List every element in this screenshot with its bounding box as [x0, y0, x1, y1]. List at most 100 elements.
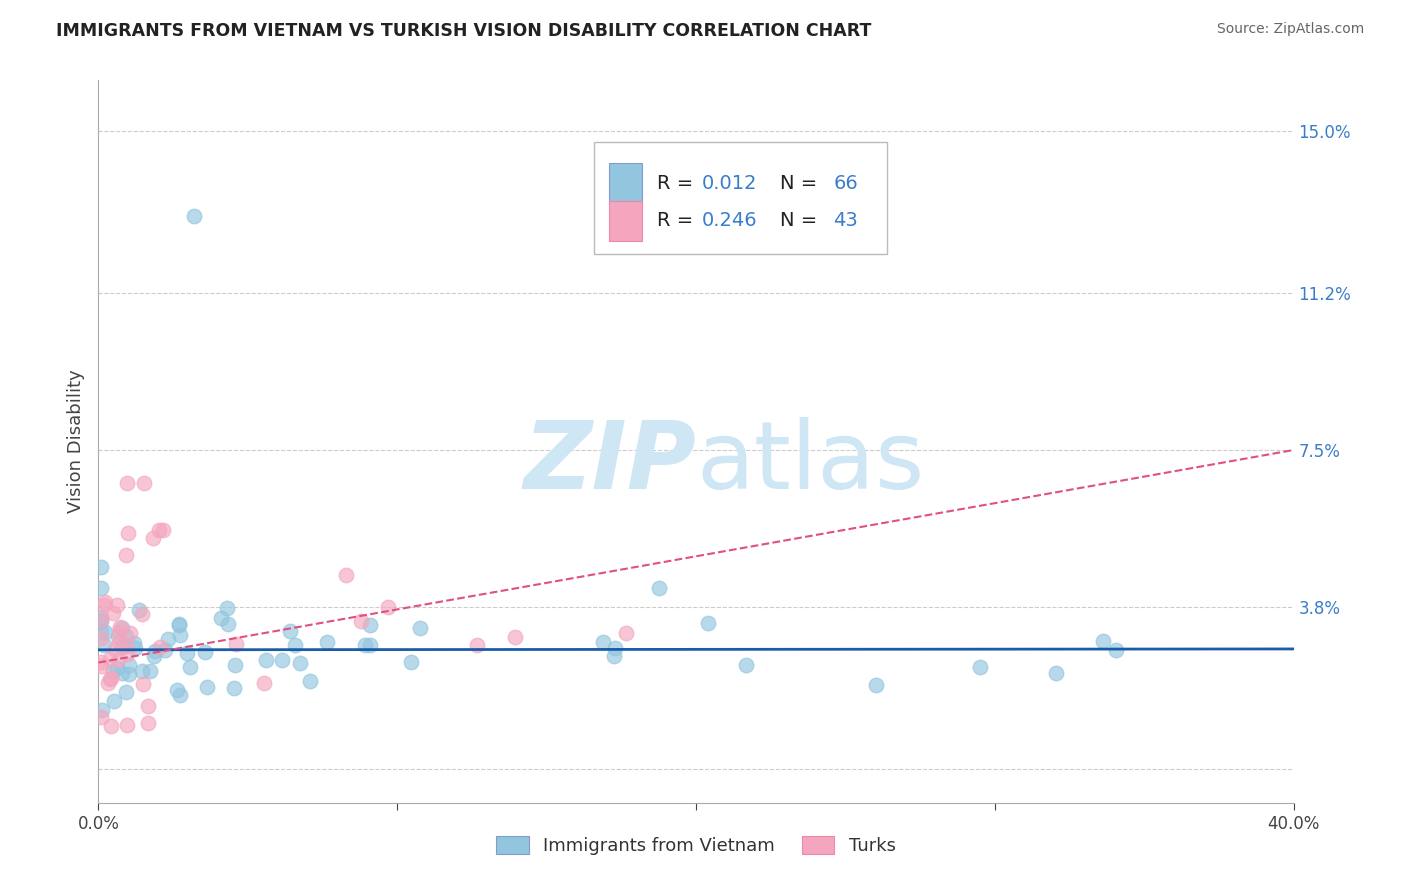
Point: [224, 657, 246, 672]
Point: [115, 548, 138, 562]
Point: [117, 526, 139, 541]
Point: [93, 625, 115, 640]
Point: [354, 638, 377, 652]
Point: [90, 613, 112, 627]
Point: [111, 665, 134, 680]
Point: [136, 699, 159, 714]
Point: [101, 606, 124, 620]
Point: [90, 710, 112, 724]
Point: [290, 656, 312, 670]
Legend: Immigrants from Vietnam, Turks: Immigrants from Vietnam, Turks: [489, 829, 903, 863]
Point: [90, 631, 112, 645]
Point: [100, 719, 122, 733]
Point: [90, 614, 112, 628]
Point: [377, 600, 399, 615]
Point: [90, 624, 112, 638]
Point: [153, 642, 176, 657]
Point: [1105, 642, 1128, 657]
Text: N =: N =: [780, 211, 823, 230]
Point: [90, 559, 112, 574]
Point: [503, 630, 526, 644]
Point: [115, 648, 138, 662]
Point: [115, 475, 138, 490]
Point: [217, 617, 239, 632]
Point: [166, 683, 188, 698]
Point: [1091, 634, 1114, 648]
Point: [91, 703, 114, 717]
Point: [90, 581, 112, 595]
Point: [132, 677, 155, 691]
Point: [131, 665, 153, 679]
Point: [107, 625, 129, 640]
Point: [111, 640, 134, 654]
Point: [120, 626, 142, 640]
Point: [149, 640, 172, 654]
Text: 43: 43: [834, 211, 858, 230]
Point: [108, 634, 131, 648]
Point: [697, 615, 720, 630]
Point: [592, 634, 614, 648]
Point: [179, 660, 201, 674]
Point: [104, 641, 127, 656]
Point: [128, 603, 150, 617]
Point: [122, 636, 145, 650]
Point: [105, 598, 128, 612]
Point: [969, 660, 991, 674]
Point: [124, 641, 146, 656]
Point: [103, 694, 125, 708]
Point: [1045, 666, 1067, 681]
Bar: [609, 163, 643, 203]
Point: [865, 678, 887, 692]
Point: [215, 601, 238, 615]
Point: [176, 646, 198, 660]
Text: N =: N =: [780, 174, 823, 193]
Point: [254, 653, 277, 667]
Point: [299, 673, 322, 688]
Point: [100, 672, 122, 686]
Point: [131, 607, 153, 622]
Point: [169, 628, 191, 642]
Point: [253, 675, 276, 690]
Point: [735, 658, 758, 673]
Point: [167, 617, 190, 632]
Point: [93, 638, 115, 652]
Point: [107, 630, 129, 644]
Point: [105, 661, 128, 675]
Text: R =: R =: [657, 174, 699, 193]
Point: [194, 645, 217, 659]
Point: [98, 672, 121, 686]
Point: [167, 616, 190, 631]
Point: [359, 638, 381, 652]
Bar: [609, 201, 643, 241]
Text: Source: ZipAtlas.com: Source: ZipAtlas.com: [1216, 22, 1364, 37]
Y-axis label: Vision Disability: Vision Disability: [66, 369, 84, 514]
Point: [222, 681, 245, 695]
Point: [284, 638, 307, 652]
Point: [195, 680, 218, 694]
Point: [134, 476, 156, 491]
Point: [465, 638, 488, 652]
Text: IMMIGRANTS FROM VIETNAM VS TURKISH VISION DISABILITY CORRELATION CHART: IMMIGRANTS FROM VIETNAM VS TURKISH VISIO…: [56, 22, 872, 40]
Text: atlas: atlas: [696, 417, 924, 509]
Point: [315, 635, 337, 649]
Point: [115, 718, 138, 732]
Text: 66: 66: [834, 174, 858, 193]
Point: [399, 655, 422, 669]
Point: [648, 581, 671, 595]
Point: [90, 609, 112, 624]
Point: [141, 531, 163, 545]
Point: [117, 657, 139, 672]
Point: [103, 664, 125, 678]
Point: [603, 648, 626, 663]
Point: [97, 675, 120, 690]
Text: 0.246: 0.246: [702, 211, 758, 230]
Point: [148, 523, 170, 537]
Point: [359, 618, 381, 632]
Point: [136, 716, 159, 731]
FancyBboxPatch shape: [595, 142, 887, 253]
Point: [111, 621, 134, 635]
Point: [114, 629, 136, 643]
Point: [152, 523, 174, 537]
Point: [93, 598, 115, 612]
Point: [117, 667, 139, 681]
